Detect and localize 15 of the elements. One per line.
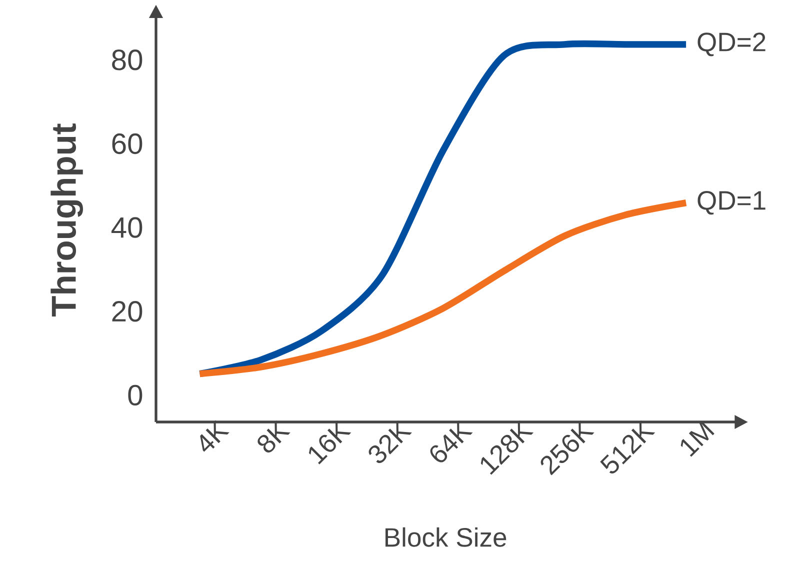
- y-tick-label: 60: [112, 133, 142, 154]
- y-axis-title: Throughput: [50, 124, 84, 316]
- y-tick-label: 0: [128, 384, 142, 406]
- series-label: QD=2: [698, 32, 766, 56]
- x-axis-title: Block Size: [386, 527, 506, 547]
- y-tick-label: 20: [112, 301, 142, 322]
- x-tick-label: 32K: [368, 420, 412, 463]
- series-label: QD=1: [698, 191, 766, 215]
- y-tick-label: 80: [112, 50, 142, 70]
- x-tick-label: 8K: [258, 420, 290, 453]
- x-tick-label: 16K: [308, 420, 352, 464]
- y-tick-label: 40: [111, 217, 142, 238]
- x-tick-label: 64K: [430, 420, 473, 462]
- x-tick-label: 1M: [680, 420, 714, 457]
- x-tick-label: 4K: [200, 420, 230, 452]
